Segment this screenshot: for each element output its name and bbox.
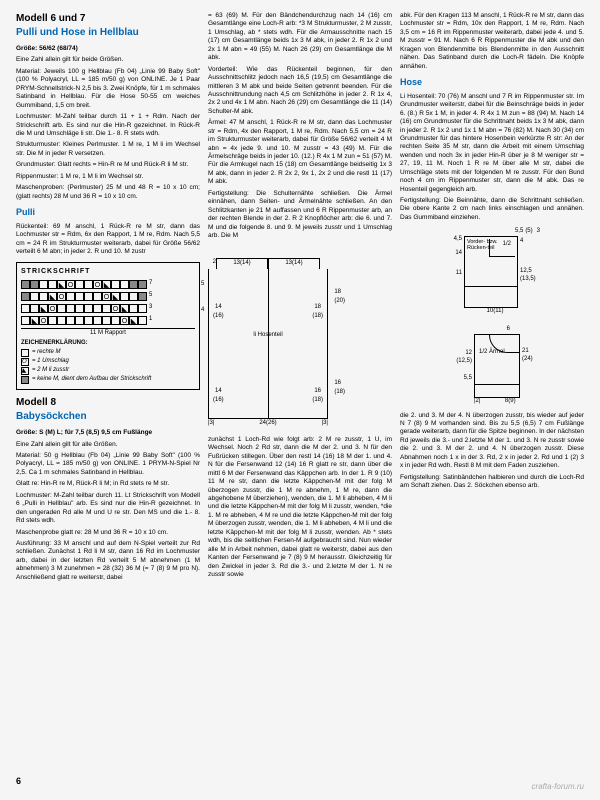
pulli-head: Pulli: [16, 207, 200, 219]
pulli-rueck: Rückenteil: 69 M anschl, 1 Rück-R re M s…: [16, 223, 200, 257]
legend-3: = keine M, dient dem Aufbau der Stricksc…: [21, 376, 195, 384]
m8-col2b: zunächst 1 Loch-Rd wie folgt arb: 2 M re…: [208, 436, 392, 579]
model67-title: Modell 6 und 7: [16, 12, 200, 25]
maschen: Maschenproben: (Perlmuster) 25 M und 48 …: [16, 184, 200, 201]
strickschrift-box: STRICKSCHRIFT ◣OO◣7 ◣OO◣5 ◣OO◣3 ◣OO◣1 11…: [16, 262, 200, 390]
m8-probe: Maschenprobe glatt re: 28 M und 36 R = 1…: [16, 529, 200, 537]
groesse: Größe: 56/62 (68/74): [16, 45, 200, 53]
legend-0: = rechte M: [21, 349, 195, 357]
hose-head: Hose: [400, 77, 584, 89]
hose-li: Li Hosenteil: 70 (76) M anschl und 7 R i…: [400, 93, 584, 194]
m8-loch: Lochmuster: M-Zahl teilbar durch 11. Lt …: [16, 492, 200, 526]
strick-title: STRICKSCHRIFT: [21, 267, 195, 276]
pulli-col3a: abk. Für den Kragen 113 M anschl, 1 Rück…: [400, 12, 584, 71]
rapport-label: 11 M Rapport: [21, 328, 195, 338]
grund: Grundmuster: Glatt rechts = Hin-R re M u…: [16, 161, 200, 169]
m8-fertig: Fertigstellung: Satinbändchen halbieren …: [400, 474, 584, 491]
struktur: Strukturmuster: Kleines Perlmuster. 1 M …: [16, 141, 200, 158]
pulli-fertig: Fertigstellung: Die Schulternähte schlie…: [208, 190, 392, 241]
m8-note: Eine Zahl allein gilt für alle Größen.: [16, 441, 200, 449]
pulli-aermel: Ärmel: 47 M anschl, 1 Rück-R re M str, d…: [208, 119, 392, 187]
diagram-area: 2 13(14) 13(14) 5 4 14 (16) 18 (18) li H…: [208, 248, 392, 428]
watermark: crafta-forum.ru: [532, 782, 584, 792]
m8-groesse: Größe: S (M) L; für 7,5 (8,5) 9,5 cm Fuß…: [16, 429, 200, 437]
m8-ausf: Ausführung: 33 M anschl und auf dem N-Sp…: [16, 540, 200, 582]
chart: ◣OO◣7 ◣OO◣5 ◣OO◣3 ◣OO◣1: [21, 280, 195, 325]
page-number: 6: [16, 776, 21, 788]
model8-sub: Babysöckchen: [16, 410, 200, 423]
m8-col3b: die 2. und 3. M der 4. N überzogen zusst…: [400, 412, 584, 471]
note1: Eine Zahl allein gilt für beide Größen.: [16, 56, 200, 64]
material: Material: Jeweils 100 g Hellblau (Fb 04)…: [16, 68, 200, 110]
model8-title: Modell 8: [16, 396, 200, 409]
legend-1: O= 1 Umschlag: [21, 358, 195, 366]
m8-material: Material: 50 g Hellblau (Fb 04) „Linie 9…: [16, 452, 200, 477]
lochmuster: Lochmuster: M-Zahl teilbar durch 11 + 1 …: [16, 113, 200, 138]
m8-glatt: Glatt re: Hin-R re M, Rück-R li M; in Rd…: [16, 480, 200, 488]
legend-2: ◣= 2 M li zusstr: [21, 367, 195, 375]
hose-fertig: Fertigstellung: Die Beinnähte, dann die …: [400, 197, 584, 222]
pulli-col2a: = 63 (69) M. Für den Bändchendurchzug na…: [208, 12, 392, 63]
legend-title: ZEICHENERKLÄRUNG:: [21, 340, 195, 348]
rippen: Rippenmuster: 1 M re, 1 M li im Wechsel …: [16, 173, 200, 181]
hosenteil-diagram: 2 13(14) 13(14) 5 4 14 (16) 18 (18) li H…: [208, 258, 328, 428]
pulli-vorder: Vorderteil: Wie das Rückenteil beginnen,…: [208, 66, 392, 117]
model67-sub: Pulli und Hose in Hellblau: [16, 26, 200, 39]
right-diagrams: 5,5(5)3 4,5 14 11 Vorder- bzw. Rücken-te…: [420, 228, 584, 405]
